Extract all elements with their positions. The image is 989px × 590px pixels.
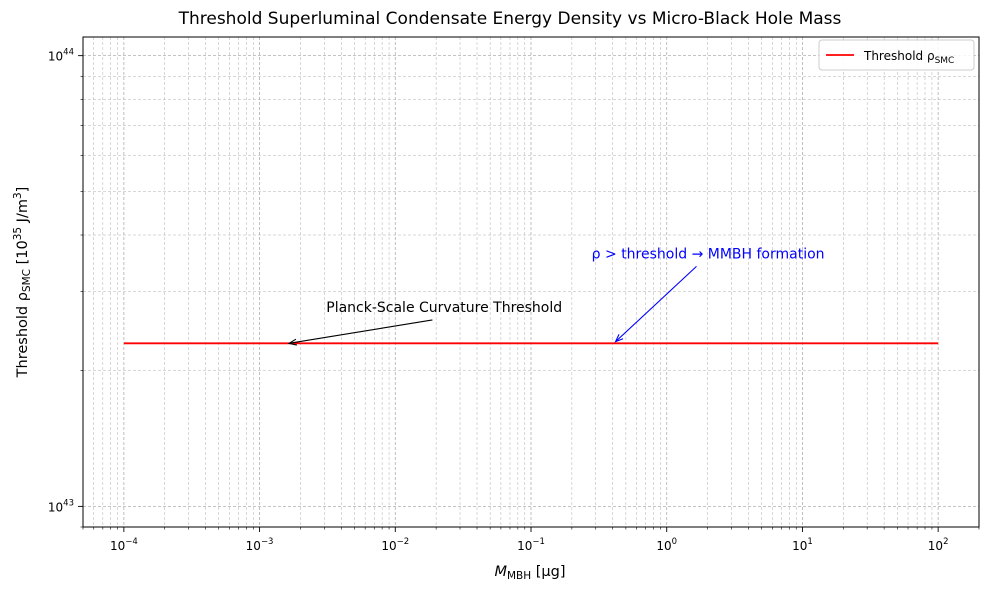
x-tick-label-exp: −1 xyxy=(532,537,545,547)
x-tick-label-exp: 0 xyxy=(672,537,677,547)
x-tick-label-exp: 1 xyxy=(807,537,812,547)
legend: Threshold ρSMC xyxy=(818,39,975,71)
y-axis-label: Threshold ρSMC [1035 J/m3] xyxy=(12,187,33,379)
annotation-arrow xyxy=(615,265,697,343)
x-tick-label-base: 10 xyxy=(110,539,125,553)
x-tick-label-base: 10 xyxy=(656,539,671,553)
y-tick-label-base: 10 xyxy=(48,50,63,64)
y-axis-label-unit-post: J/m xyxy=(15,199,31,227)
x-tick-label: 102 xyxy=(928,537,949,553)
legend-label: Threshold ρSMC xyxy=(863,49,954,66)
x-tick-label: 10−2 xyxy=(381,537,409,553)
x-axis-label-sub: MBH xyxy=(507,570,531,582)
y-axis-label-unit-exp: 35 xyxy=(12,227,24,240)
annotation-text: Planck-Scale Curvature Threshold xyxy=(326,300,562,316)
x-axis-label: MMBH [μg] xyxy=(494,564,565,582)
y-axis-label-sub: SMC xyxy=(21,269,33,292)
annotation-arrow xyxy=(288,319,433,344)
y-tick-label-exp: 44 xyxy=(63,48,74,58)
x-tick-label-exp: 2 xyxy=(943,537,948,547)
y-tick-label: 1043 xyxy=(48,498,74,514)
x-tick-label-base: 10 xyxy=(792,539,807,553)
annotation-text: ρ > threshold → MMBH formation xyxy=(592,246,825,262)
x-axis-label-main: M xyxy=(494,564,507,580)
x-tick-label-base: 10 xyxy=(381,539,396,553)
legend-box xyxy=(818,39,975,71)
y-axis-label-unit-pre: [10 xyxy=(15,240,31,269)
y-tick-label-exp: 43 xyxy=(63,498,74,508)
annotation-arrowhead xyxy=(287,338,298,346)
x-tick-label-base: 10 xyxy=(246,539,261,553)
y-axis-label-unit-exp2: 3 xyxy=(12,192,24,199)
x-tick-label-exp: −3 xyxy=(261,537,274,547)
x-axis-label-unit: [μg] xyxy=(531,564,565,580)
x-tick-label-base: 10 xyxy=(928,539,943,553)
annotations: Planck-Scale Curvature Threshold ρ > thre… xyxy=(287,246,825,346)
legend-label-sub: SMC xyxy=(935,56,955,66)
chart-title: Threshold Superluminal Condensate Energy… xyxy=(178,9,842,29)
annotation-arrowhead xyxy=(614,334,624,343)
legend-label-main: Threshold ρ xyxy=(863,49,935,63)
x-tick-label-exp: −2 xyxy=(397,537,410,547)
x-tick-label: 100 xyxy=(656,537,677,553)
x-tick-label: 10−4 xyxy=(110,537,138,553)
y-tick-label-base: 10 xyxy=(48,500,63,514)
x-tick-label: 10−1 xyxy=(517,537,545,553)
x-tick-label: 10−3 xyxy=(246,537,274,553)
x-tick-label-exp: −4 xyxy=(125,537,138,547)
y-axis-label-main: Threshold ρ xyxy=(15,292,31,378)
y-tick-label: 1044 xyxy=(48,48,74,64)
y-axis-label-unit-close: ] xyxy=(15,187,31,193)
x-tick-label: 101 xyxy=(792,537,813,553)
grid xyxy=(82,37,980,528)
x-tick-label-base: 10 xyxy=(517,539,532,553)
